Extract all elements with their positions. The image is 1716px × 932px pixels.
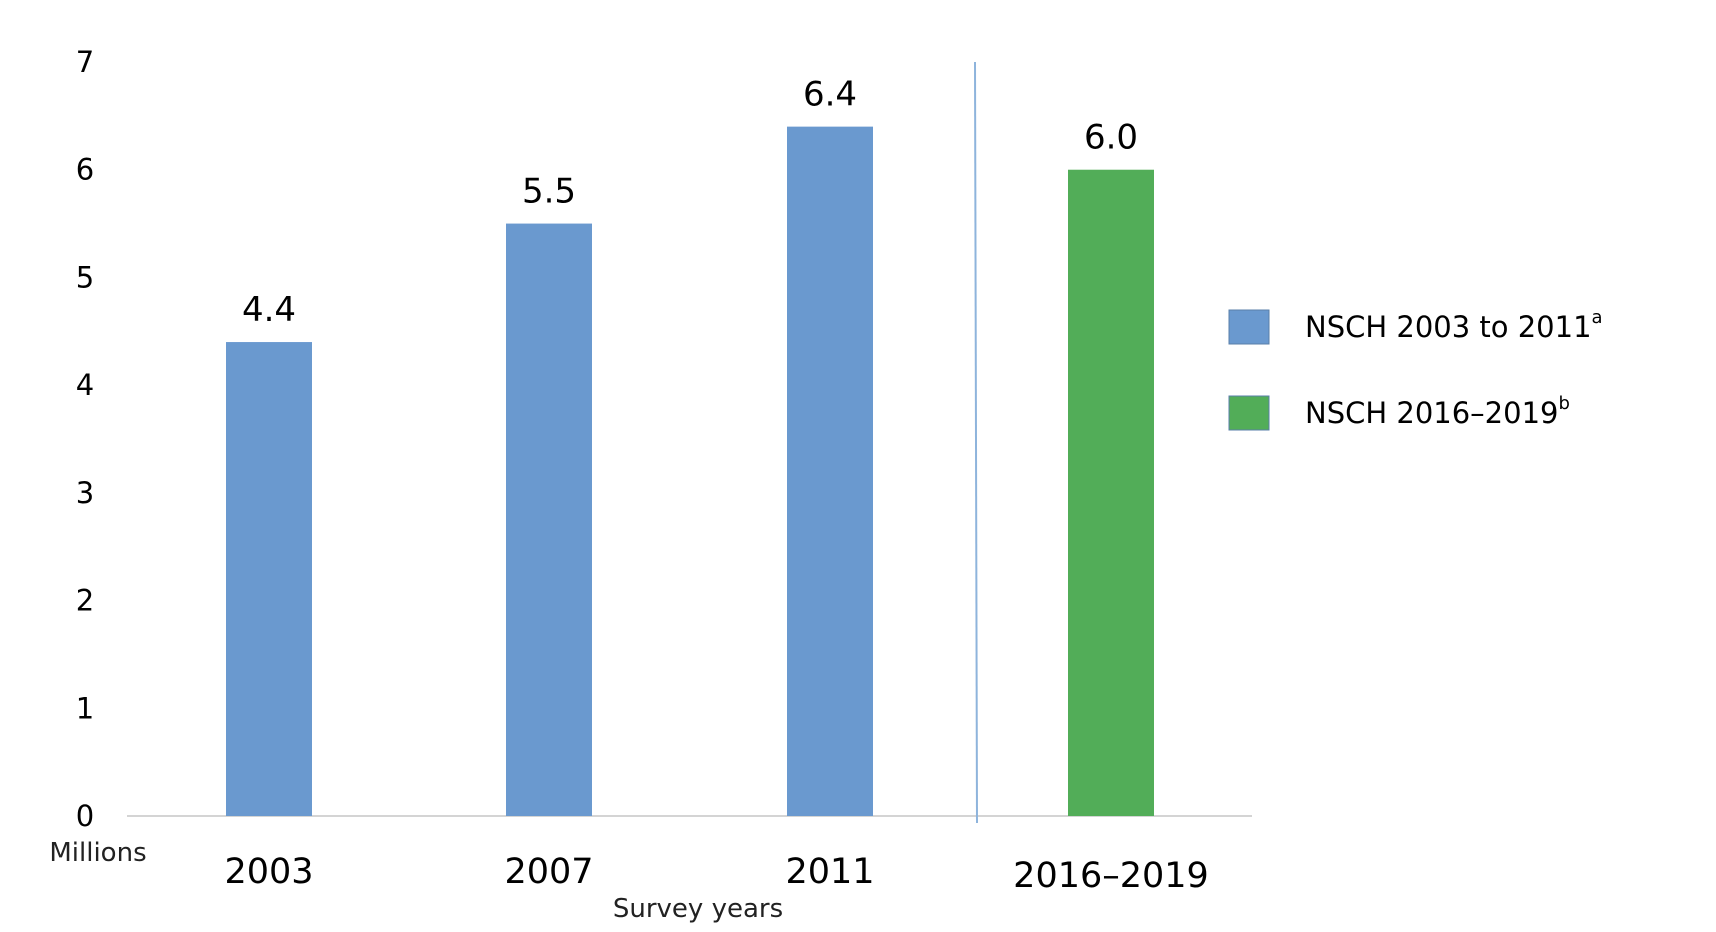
legend-label: NSCH 2016–2019b — [1305, 393, 1570, 430]
y-tick-label: 4 — [76, 368, 94, 402]
x-tick-label: 2007 — [504, 852, 593, 892]
y-axis-ticks: 0 1 2 3 4 5 6 7 — [76, 45, 94, 833]
y-tick-label: 6 — [76, 153, 94, 187]
bar-2003 — [226, 342, 312, 816]
y-axis-title: Millions — [49, 838, 146, 868]
legend-name: NSCH 2016–2019 — [1305, 396, 1558, 430]
legend-swatch — [1228, 309, 1270, 345]
bars — [226, 126, 1154, 817]
y-tick-label: 3 — [76, 476, 94, 510]
legend-superscript: b — [1558, 393, 1569, 414]
y-tick-label: 7 — [76, 45, 94, 79]
legend-label: NSCH 2003 to 2011a — [1305, 307, 1603, 344]
legend-swatch — [1228, 395, 1270, 431]
y-tick-label: 5 — [76, 260, 94, 294]
legend-superscript: a — [1592, 307, 1603, 328]
y-tick-label: 2 — [76, 584, 94, 618]
x-tick-label: 2003 — [224, 852, 313, 892]
period-divider-line — [974, 61, 978, 824]
y-tick-label: 1 — [76, 691, 94, 725]
y-tick-label: 0 — [76, 799, 94, 833]
bar-2016–2019 — [1068, 169, 1154, 816]
data-label: 6.0 — [1084, 118, 1138, 158]
legend-name: NSCH 2003 to 2011 — [1305, 310, 1592, 344]
x-tick-label: 2011 — [785, 852, 874, 892]
legend: NSCH 2003 to 2011a NSCH 2016–2019b — [1228, 307, 1603, 431]
bar-2011 — [787, 126, 873, 817]
data-labels: 4.4 5.5 6.4 6.0 — [242, 75, 1138, 330]
data-label: 4.4 — [242, 290, 296, 330]
x-axis-title: Survey years — [613, 894, 783, 924]
bar-2007 — [506, 223, 592, 817]
x-tick-label: 2016–2019 — [1013, 856, 1209, 896]
data-label: 6.4 — [803, 75, 857, 115]
category-labels: 2003 2007 2011 2016–2019 — [224, 852, 1208, 896]
data-label: 5.5 — [522, 172, 576, 212]
